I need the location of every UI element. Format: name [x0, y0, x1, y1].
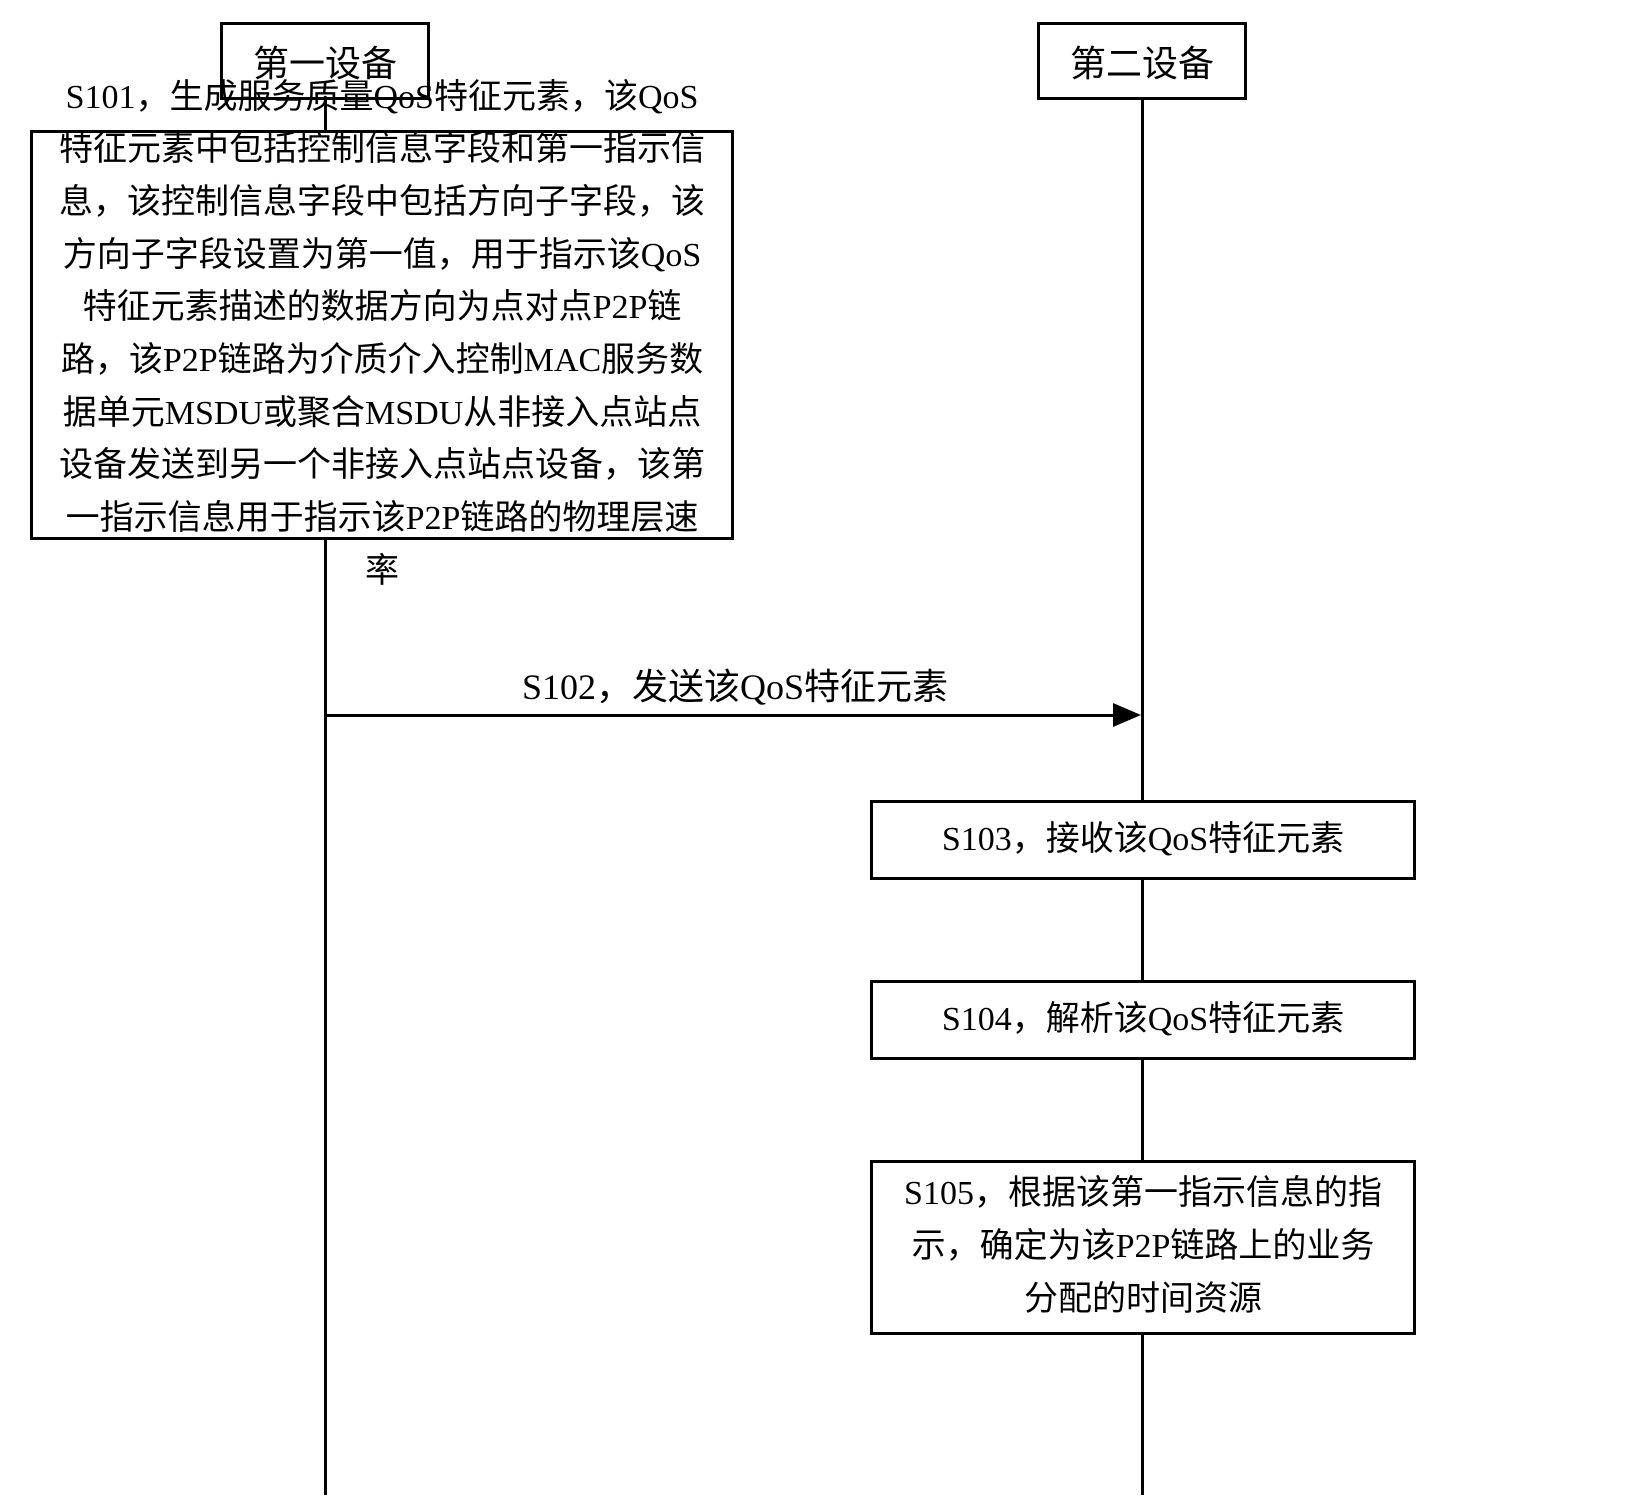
step-s105-text: S105，根据该第一指示信息的指示，确定为该P2P链路上的业务分配的时间资源 [897, 1168, 1389, 1326]
step-s101: S101，生成服务质量QoS特征元素，该QoS特征元素中包括控制信息字段和第一指… [30, 130, 734, 540]
step-s101-text: S101，生成服务质量QoS特征元素，该QoS特征元素中包括控制信息字段和第一指… [57, 72, 707, 599]
participant-device2-label: 第二设备 [1070, 35, 1214, 87]
lifeline-device2-seg2 [1141, 880, 1144, 980]
message-s102-label: S102，发送该QoS特征元素 [500, 658, 970, 710]
step-s103: S103，接收该QoS特征元素 [870, 800, 1416, 880]
step-s105: S105，根据该第一指示信息的指示，确定为该P2P链路上的业务分配的时间资源 [870, 1160, 1416, 1335]
message-s102-arrowhead [1113, 703, 1141, 727]
participant-device2: 第二设备 [1037, 22, 1247, 100]
step-s104-text: S104，解析该QoS特征元素 [942, 994, 1344, 1047]
sequence-diagram-container: 第一设备 第二设备 S101，生成服务质量QoS特征元素，该QoS特征元素中包括… [0, 0, 1640, 1506]
lifeline-device2-seg4 [1141, 1335, 1144, 1495]
lifeline-device2-seg3 [1141, 1060, 1144, 1160]
step-s103-text: S103，接收该QoS特征元素 [942, 814, 1344, 867]
lifeline-device1-seg2 [324, 540, 327, 1495]
message-s102-line [326, 714, 1116, 717]
lifeline-device2-seg1 [1141, 100, 1144, 800]
step-s104: S104，解析该QoS特征元素 [870, 980, 1416, 1060]
